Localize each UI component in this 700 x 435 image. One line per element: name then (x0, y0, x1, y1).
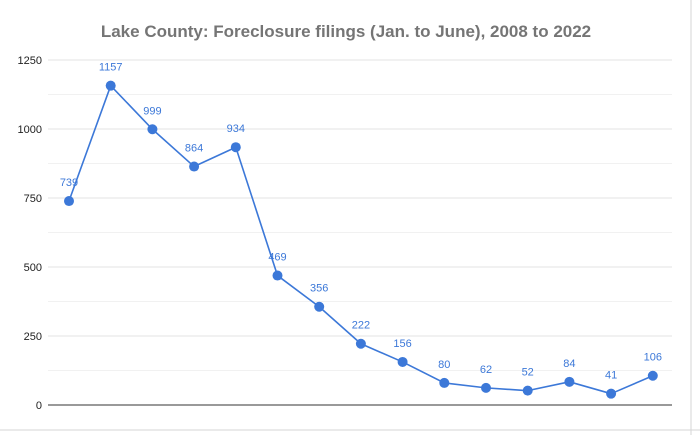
data-point (105, 80, 116, 91)
data-label: 1157 (99, 62, 123, 74)
data-label: 356 (310, 283, 328, 295)
data-label: 52 (522, 367, 534, 379)
data-label: 739 (60, 177, 78, 189)
data-point (272, 270, 283, 281)
data-label: 41 (605, 370, 617, 382)
chart-title: Lake County: Foreclosure filings (Jan. t… (101, 22, 591, 41)
data-label: 469 (268, 252, 286, 264)
minor-gridlines (48, 94, 672, 371)
y-axis-ticks: 0 250 500 750 1000 1250 (18, 55, 42, 412)
data-point (314, 301, 325, 312)
data-label: 106 (644, 352, 662, 364)
data-point (522, 385, 533, 396)
data-point (189, 161, 200, 172)
data-point (64, 196, 74, 207)
data-point (647, 370, 658, 381)
data-label: 80 (438, 359, 450, 371)
data-point (481, 382, 491, 393)
data-labels: 739 1157 999 864 934 469 356 222 156 80 62 52 84 41 10… (60, 62, 662, 382)
data-label: 62 (480, 364, 492, 376)
data-label: 222 (352, 320, 370, 332)
data-points (64, 80, 658, 399)
y-tick-label: 1250 (18, 55, 42, 67)
data-point (564, 376, 575, 387)
data-label: 934 (227, 123, 245, 135)
data-point (230, 142, 241, 153)
y-tick-label: 1000 (18, 124, 42, 136)
data-point (439, 377, 450, 388)
y-tick-label: 0 (36, 400, 42, 412)
y-tick-label: 250 (24, 331, 42, 343)
y-tick-label: 500 (24, 262, 42, 274)
data-label: 864 (185, 143, 203, 155)
data-point (397, 356, 408, 367)
data-label: 84 (563, 358, 575, 370)
data-label: 999 (143, 105, 161, 117)
data-point (355, 338, 366, 349)
data-point (147, 124, 158, 135)
data-label: 156 (393, 338, 411, 350)
data-point (606, 388, 617, 399)
y-tick-label: 750 (24, 193, 42, 205)
